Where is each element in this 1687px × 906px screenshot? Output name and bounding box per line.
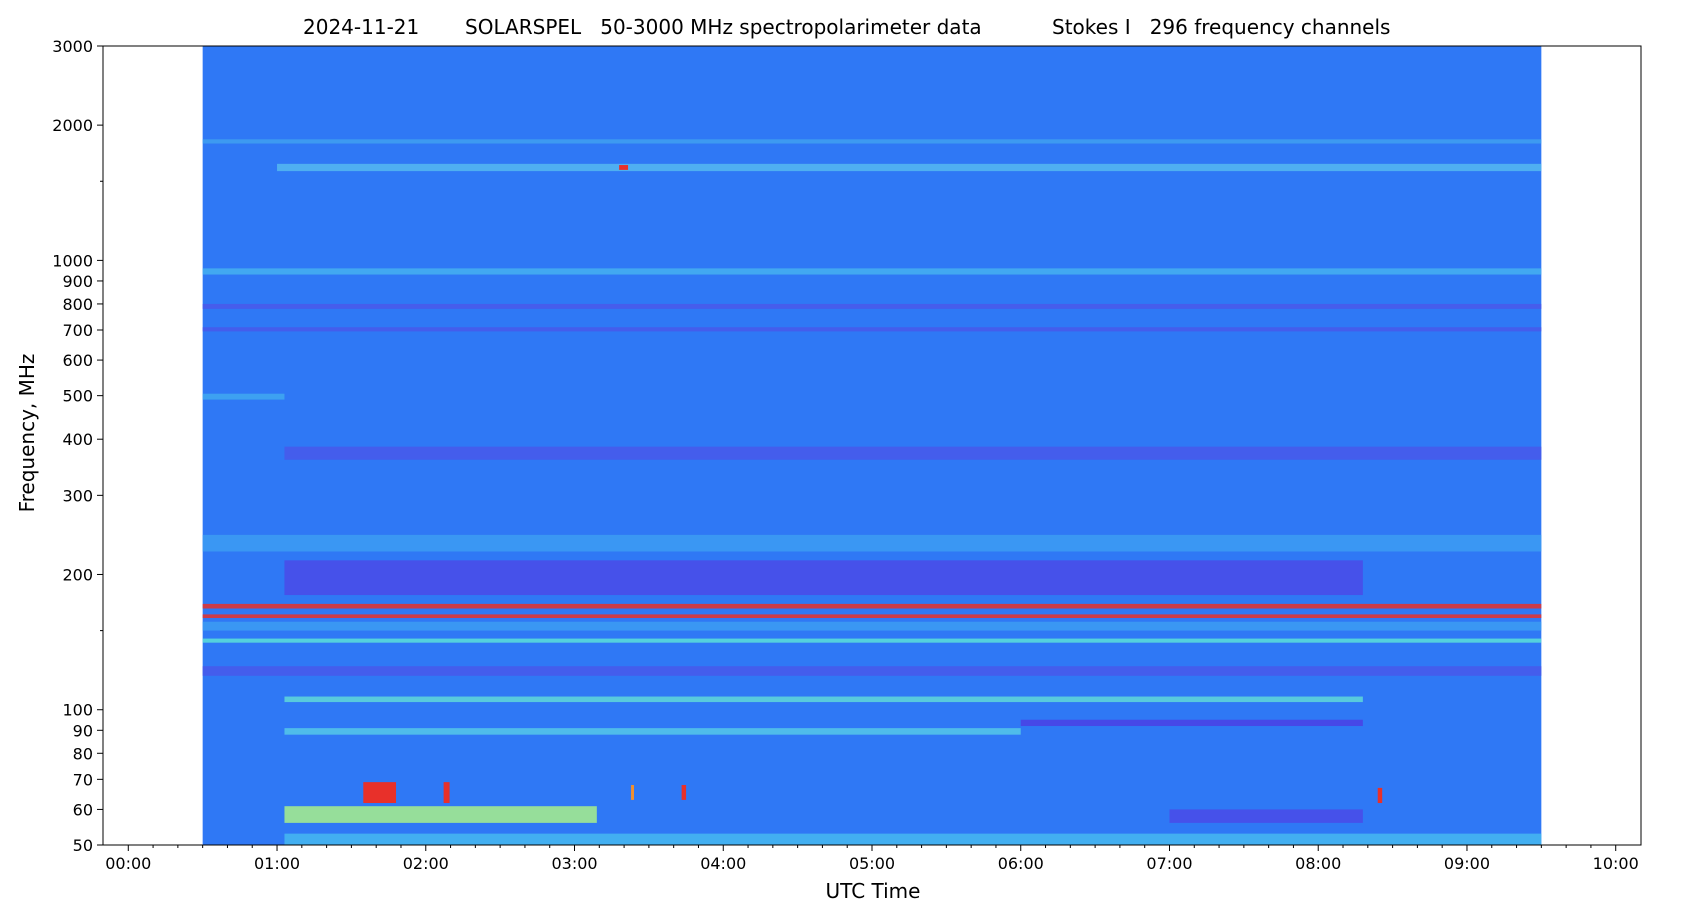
y-tick-label: 100	[62, 701, 93, 720]
y-tick-label: 600	[62, 351, 93, 370]
y-tick-label: 2000	[52, 116, 93, 135]
title-instrument: SOLARSPEL 50-3000 MHz spectropolarimeter…	[465, 15, 982, 39]
y-tick-label: 80	[73, 744, 93, 763]
spectral-band-8	[284, 560, 1363, 596]
y-tick-label: 60	[73, 800, 93, 819]
spectral-band-6	[284, 446, 1542, 460]
spectral-band-9	[202, 603, 1542, 609]
x-tick-label: 04:00	[700, 854, 746, 873]
radio-burst-2	[631, 784, 635, 800]
radio-burst-0	[363, 782, 397, 804]
spectral-band-16	[284, 728, 1021, 735]
x-tick-label: 02:00	[403, 854, 449, 873]
y-tick-label: 900	[62, 272, 93, 291]
spectral-band-1	[202, 139, 1542, 144]
y-tick-label: 50	[73, 836, 93, 855]
radio-burst-1	[443, 782, 450, 804]
x-axis-label: UTC Time	[826, 879, 921, 903]
spectral-band-0	[277, 163, 1542, 172]
spectral-band-10	[202, 614, 1542, 619]
x-tick-label: 03:00	[551, 854, 597, 873]
spectral-band-12	[202, 638, 1542, 643]
y-tick-label: 300	[62, 486, 93, 505]
x-tick-label: 08:00	[1295, 854, 1341, 873]
spectral-band-4	[202, 327, 1542, 332]
plot-area	[102, 45, 1642, 846]
radio-burst-5	[619, 165, 629, 170]
spectral-band-7	[202, 534, 1542, 552]
y-tick-label: 800	[62, 295, 93, 314]
spectral-band-2	[202, 268, 1542, 275]
spectral-band-14	[284, 696, 1363, 703]
x-tick-label: 06:00	[998, 854, 1044, 873]
y-tick-label: 1000	[52, 251, 93, 270]
spectral-band-15	[1020, 719, 1363, 727]
spectral-band-11	[202, 621, 1542, 631]
spectrogram-background	[202, 46, 1542, 845]
title-date: 2024-11-21	[303, 15, 419, 39]
x-tick-label: 05:00	[849, 854, 895, 873]
y-tick-label: 700	[62, 321, 93, 340]
y-tick-label: 90	[73, 721, 93, 740]
y-tick-label: 200	[62, 565, 93, 584]
y-tick-label: 500	[62, 387, 93, 406]
y-tick-label: 70	[73, 770, 93, 789]
x-tick-label: 09:00	[1444, 854, 1490, 873]
spectral-band-13	[202, 666, 1542, 676]
spectral-band-19	[284, 833, 1542, 845]
spectral-band-5	[202, 393, 285, 400]
x-axis: 00:00 01:00 02:00 03:00 04:00 05:00 06:00 07:00…	[105, 845, 1639, 873]
radio-burst-3	[681, 784, 687, 800]
spectral-band-18	[1169, 809, 1363, 823]
x-tick-label: 10:00	[1593, 854, 1639, 873]
y-tick-label: 3000	[52, 37, 93, 56]
spectral-band-3	[202, 303, 1542, 309]
spectral-band-17	[284, 806, 597, 823]
x-tick-label: 07:00	[1146, 854, 1192, 873]
radio-burst-4	[1377, 787, 1383, 804]
y-axis-label: Frequency, MHz	[15, 354, 39, 513]
y-tick-label: 400	[62, 430, 93, 449]
x-tick-label: 01:00	[254, 854, 300, 873]
title-stokes: Stokes I 296 frequency channels	[1052, 15, 1390, 39]
x-tick-label: 00:00	[105, 854, 151, 873]
